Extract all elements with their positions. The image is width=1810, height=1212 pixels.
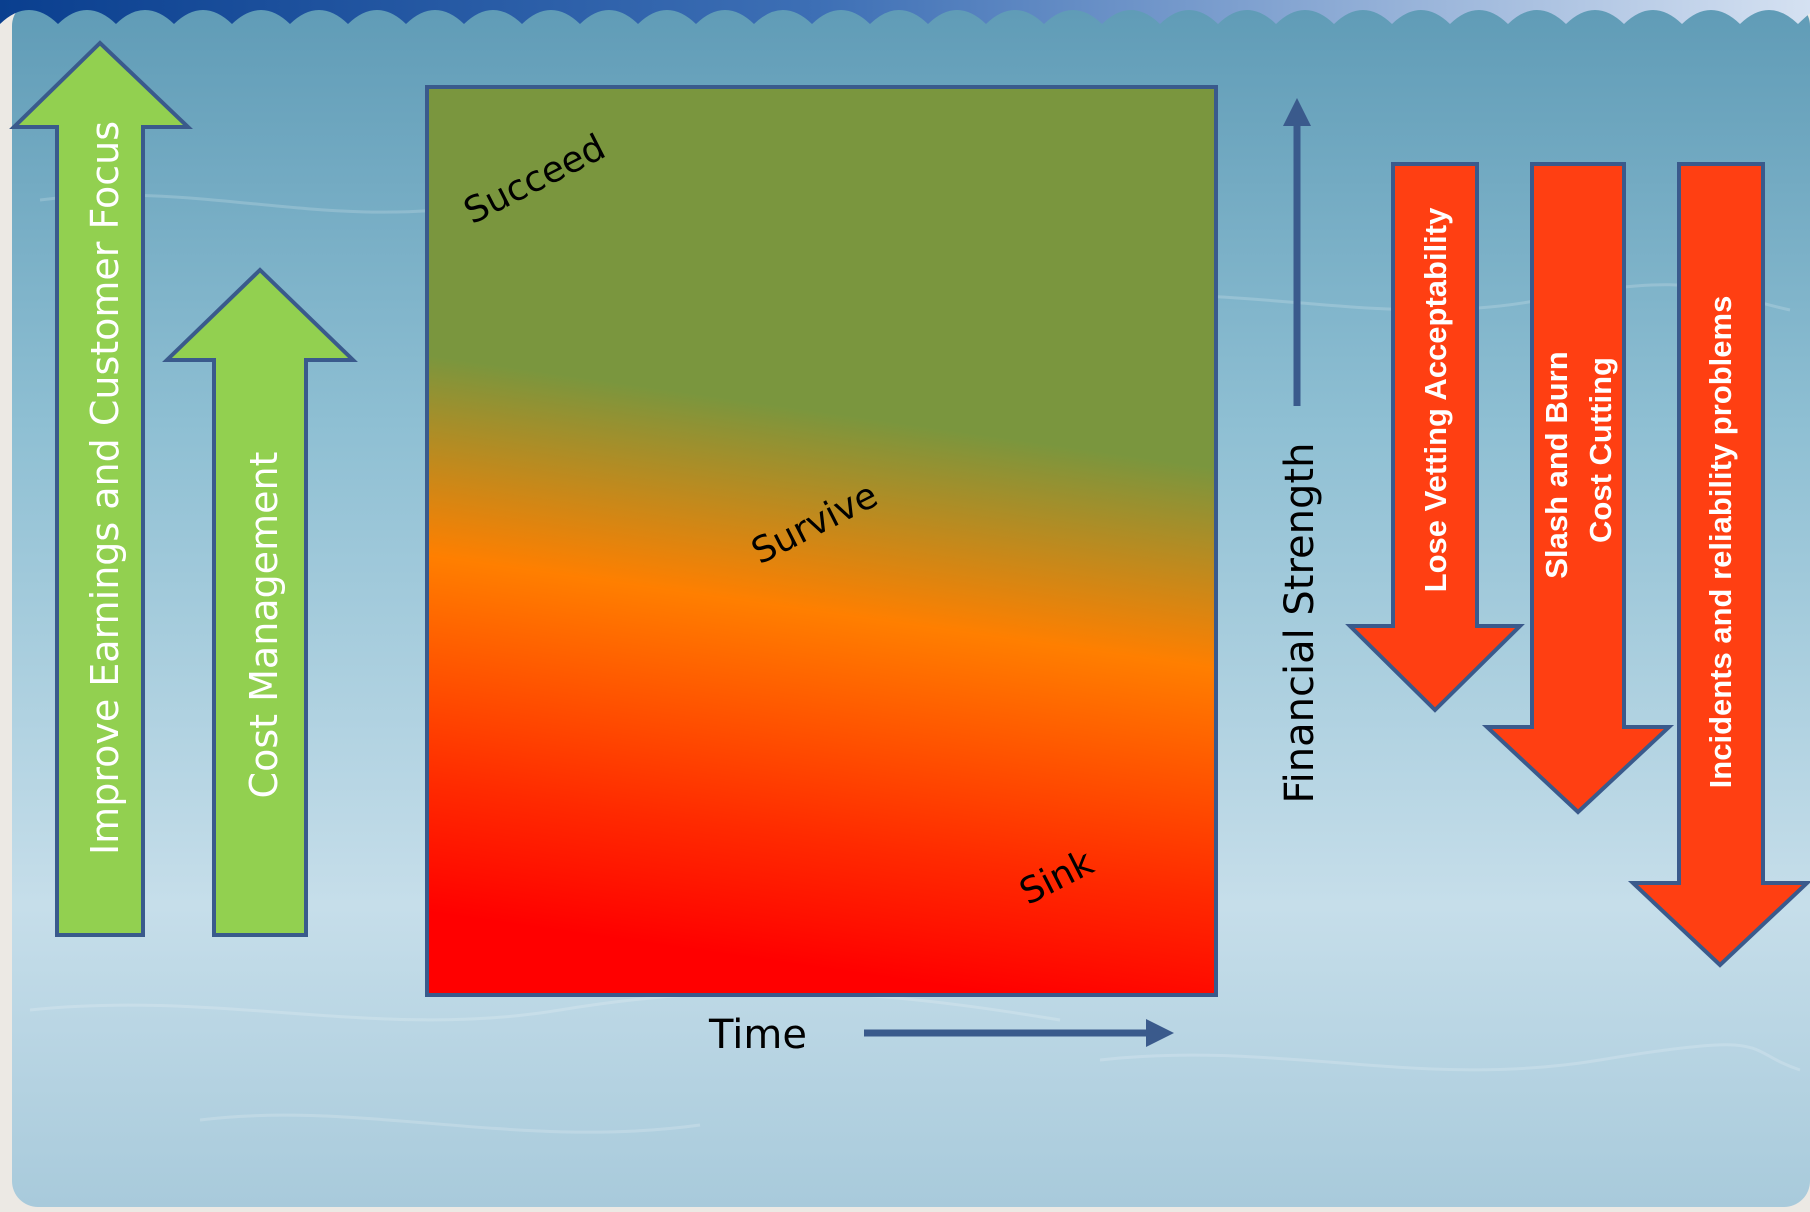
up-arrow-cost-management-label: Cost Management	[242, 452, 286, 799]
up-arrow-earnings: Improve Earnings and Customer Focus	[9, 40, 193, 937]
wave-border	[0, 0, 1810, 24]
down-arrow-slash-burn-label-2: Cost Cutting	[1583, 357, 1618, 543]
down-arrow-incidents-shape	[1627, 162, 1810, 968]
time-axis-label: Time	[708, 1012, 807, 1058]
down-arrow-vetting-shape	[1345, 162, 1525, 713]
up-arrow-cost-management: Cost Management	[162, 267, 358, 937]
up-arrow-earnings-label: Improve Earnings and Customer Focus	[83, 121, 127, 855]
down-arrow-slash-burn-shape	[1481, 162, 1675, 815]
financial-strength-label: Financial Strength	[1277, 443, 1323, 804]
down-arrow-slash-burn: Slash and Burn Cost Cutting	[1481, 162, 1675, 815]
down-arrow-slash-burn-label-1: Slash and Burn	[1539, 351, 1574, 578]
down-arrow-vetting-label: Lose Vetting Acceptability	[1418, 207, 1453, 592]
down-arrow-vetting: Lose Vetting Acceptability	[1345, 162, 1525, 713]
down-arrow-incidents-label: Incidents and reliability problems	[1703, 296, 1738, 789]
zone-box	[425, 85, 1218, 997]
up-arrow-earnings-shape	[9, 40, 193, 937]
down-arrow-incidents: Incidents and reliability problems	[1627, 162, 1810, 968]
up-arrow-cost-management-shape	[162, 267, 358, 937]
